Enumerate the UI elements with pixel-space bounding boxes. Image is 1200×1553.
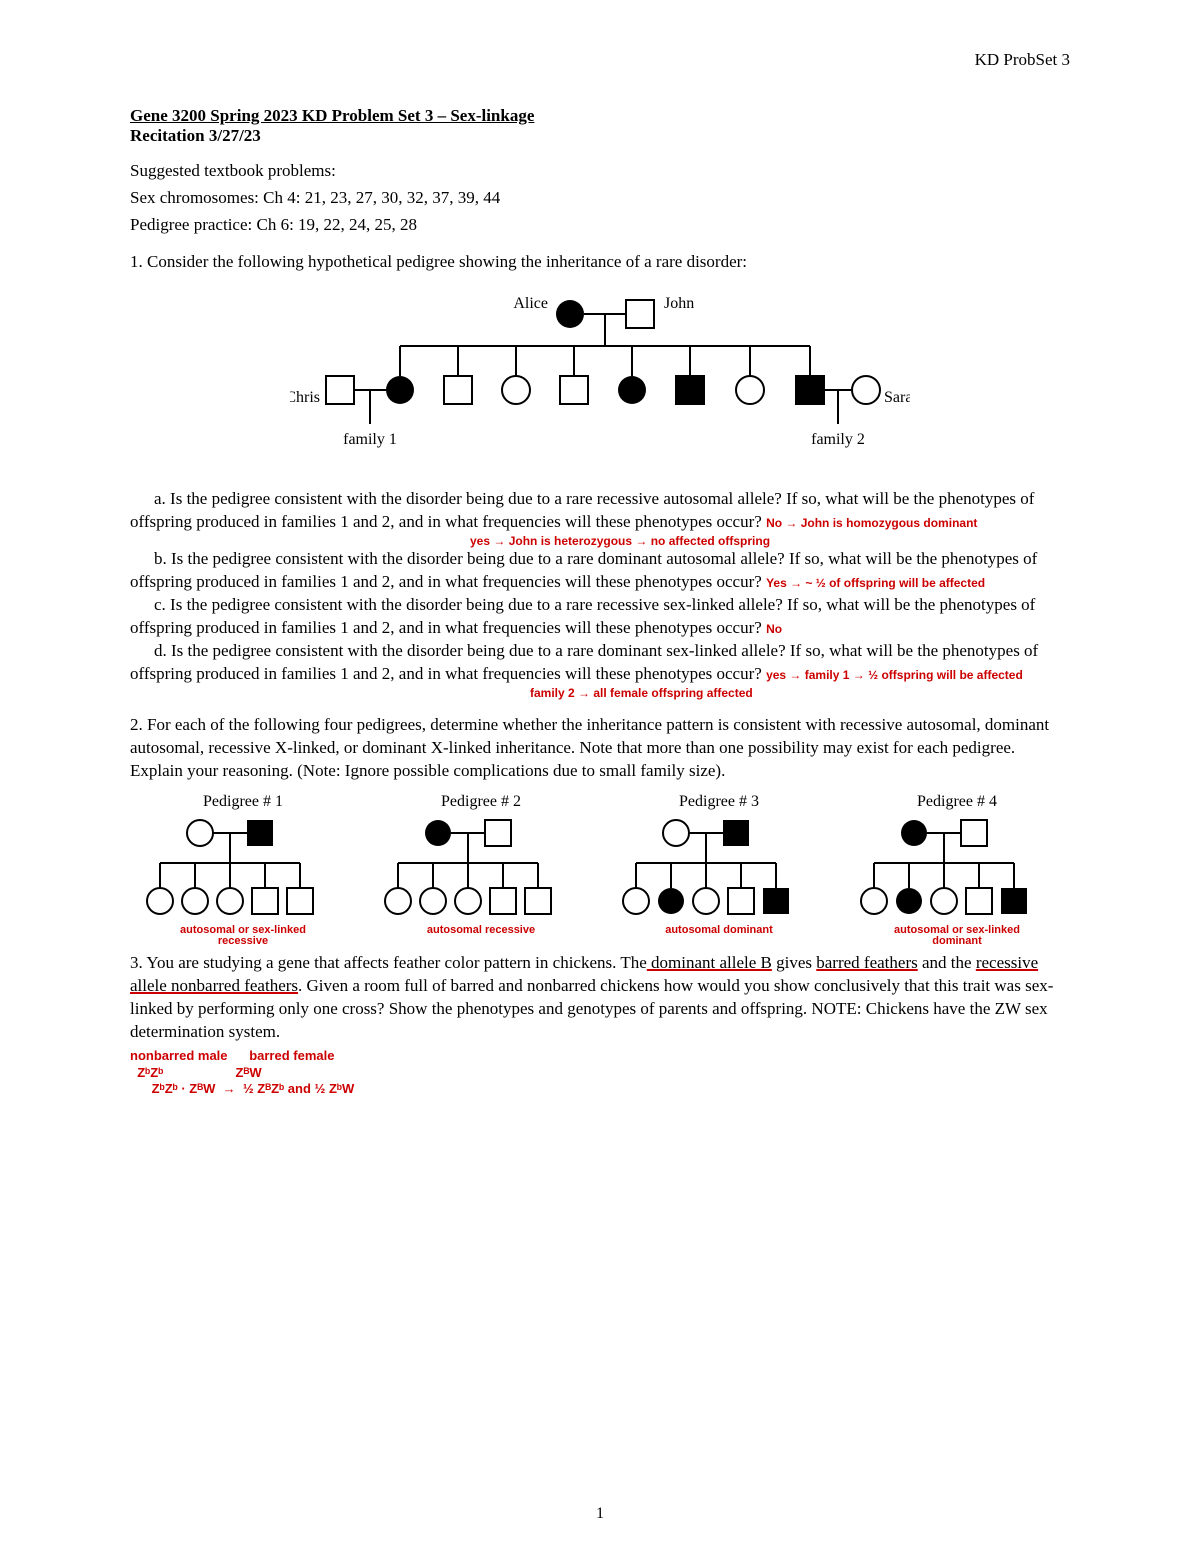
pedigree-4: Pedigree # 4 autosomal or sex-linkeddomi… [844,793,1070,948]
suggested-intro: Suggested textbook problems: [130,160,1070,183]
recitation-date: Recitation 3/27/23 [130,126,261,145]
q3-text: 3. You are studying a gene that affects … [130,952,1070,1044]
q3-ann3: ZᵇZᵇ · ZᴮW → ½ ZᴮZᵇ and ½ ZᵇW [130,1081,1070,1098]
q3-mid2: and the [918,953,976,972]
svg-text:John: John [664,295,694,312]
q3-mid1: gives [772,953,816,972]
suggested-line2: Pedigree practice: Ch 6: 19, 22, 24, 25,… [130,214,1070,237]
document-page: KD ProbSet 3 Gene 3200 Spring 2023 KD Pr… [0,0,1200,1553]
q3-ann2: ZᵇZᵇ ZᴮW [130,1065,1070,1082]
svg-text:Chris: Chris [290,389,320,406]
pedigree-1: Pedigree # 1 autosomal or sex-linkedrece… [130,793,356,948]
q3-u1: dominant allele B [647,953,772,972]
q1-a-ann2: yes → John is heterozygous → no affected… [470,534,1070,548]
pedigree-2: Pedigree # 2 autosomal recessive [368,793,594,948]
svg-text:Alice: Alice [513,295,548,312]
q1-c: c. Is the pedigree consistent with the d… [130,595,1035,637]
header-right: KD ProbSet 3 [130,50,1070,70]
q1-a-block: a. Is the pedigree consistent with the d… [130,488,1070,548]
q3-u2: barred feathers [816,953,917,972]
pedigree-3: Pedigree # 3 autosomal dominant [606,793,832,948]
q3-pre: 3. You are studying a gene that affects … [130,953,647,972]
suggested-block: Suggested textbook problems: Sex chromos… [130,160,1070,237]
ped4-caption: Pedigree # 4 [844,793,1070,811]
ped2-svg [368,813,568,923]
ped2-ann: autosomal recessive [368,925,594,937]
q3-ann1: nonbarred male barred female [130,1048,1070,1065]
title-block: Gene 3200 Spring 2023 KD Problem Set 3 –… [130,106,1070,146]
course-title: Gene 3200 Spring 2023 KD Problem Set 3 –… [130,106,534,125]
svg-text:family 1: family 1 [343,431,397,448]
suggested-line1: Sex chromosomes: Ch 4: 21, 23, 27, 30, 3… [130,187,1070,210]
svg-text:Sarah: Sarah [884,389,910,406]
page-number: 1 [596,1505,604,1523]
svg-text:family 2: family 2 [811,431,865,448]
q1-d-ann2: family 2 → all female offspring affected [530,686,1070,700]
ped3-ann: autosomal dominant [606,925,832,937]
ped3-svg [606,813,806,923]
q1-b-block: b. Is the pedigree consistent with the d… [130,548,1070,594]
q1-c-ann: No [766,622,782,636]
q1-d-ann1: yes → family 1 → ½ offspring will be aff… [766,668,1023,682]
q1-a-ann1: No → John is homozygous dominant [766,516,977,530]
q1-b-ann: Yes → ~ ½ of offspring will be affected [766,576,985,590]
ped4-svg [844,813,1044,923]
q1-pedigree: Alice John [130,284,1070,474]
q1-c-block: c. Is the pedigree consistent with the d… [130,594,1070,640]
q2-prompt: 2. For each of the following four pedigr… [130,714,1070,783]
q1-d-block: d. Is the pedigree consistent with the d… [130,640,1070,700]
ped2-caption: Pedigree # 2 [368,793,594,811]
ped3-caption: Pedigree # 3 [606,793,832,811]
ped1-ann: autosomal or sex-linkedrecessive [130,925,356,948]
pedigree-main-svg: Alice John [290,284,910,474]
four-pedigrees: Pedigree # 1 autosomal or sex-linkedrece… [130,793,1070,948]
ped4-ann: autosomal or sex-linkeddominant [844,925,1070,948]
ped1-svg [130,813,330,923]
ped1-caption: Pedigree # 1 [130,793,356,811]
q1-prompt: 1. Consider the following hypothetical p… [130,251,1070,274]
q3-annotations: nonbarred male barred female ZᵇZᵇ ZᴮW Zᵇ… [130,1048,1070,1099]
